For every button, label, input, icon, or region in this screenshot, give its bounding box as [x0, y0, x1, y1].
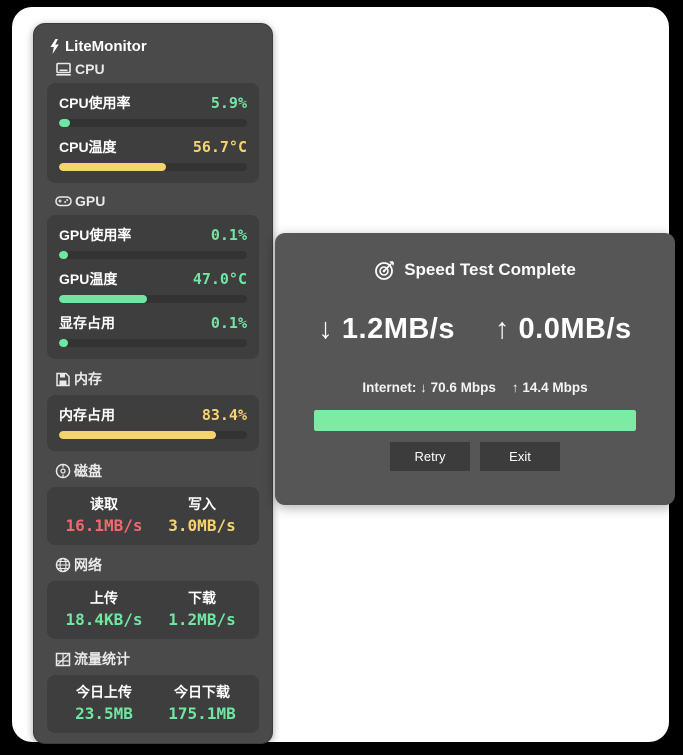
gpu-temp-bar-fill: [59, 295, 148, 303]
disk-card: 读取 16.1MB/s 写入 3.0MB/s: [47, 487, 259, 545]
section-header-gpu: GPU: [55, 193, 259, 209]
dialog-internet-line: Internet: ↓ 70.6 Mbps ↑ 14.4 Mbps: [362, 380, 587, 395]
section-label-memory: 内存: [74, 371, 102, 387]
memory-usage-bar-fill: [59, 431, 216, 439]
panel-title: LiteMonitor: [49, 38, 259, 55]
dialog-download-speed: ↓ 1.2MB/s: [318, 313, 455, 345]
globe-icon: [55, 557, 71, 573]
cpu-usage-value: 5.9%: [210, 94, 247, 112]
section-label-gpu: GPU: [75, 193, 106, 209]
network-upload-stat: 上传 18.4KB/s: [55, 588, 153, 632]
retry-button[interactable]: Retry: [390, 442, 470, 471]
traffic-download-label: 今日下载: [174, 684, 230, 700]
disk-write-value: 3.0MB/s: [168, 516, 236, 535]
section-header-cpu: CPU: [55, 61, 259, 77]
network-download-value: 1.2MB/s: [168, 610, 236, 629]
gamepad-icon: [55, 194, 72, 208]
cpu-temp-gauge: CPU温度 56.7°C: [59, 137, 247, 171]
section-label-traffic: 流量统计: [74, 651, 130, 667]
dialog-internet-down: Internet: ↓ 70.6 Mbps: [362, 380, 496, 395]
network-upload-label: 上传: [90, 590, 118, 606]
chart-grid-icon: [55, 652, 71, 667]
vram-usage-value: 0.1%: [210, 314, 247, 332]
memory-usage-bar-track: [59, 431, 247, 439]
disk-read-stat: 读取 16.1MB/s: [55, 494, 153, 538]
disc-icon: [55, 463, 71, 479]
section-header-memory: 内存: [55, 369, 259, 389]
cpu-usage-bar-track: [59, 119, 247, 127]
section-label-cpu: CPU: [75, 61, 105, 77]
network-download-label: 下载: [188, 590, 216, 606]
memory-card: 内存占用 83.4%: [47, 395, 259, 451]
vram-usage-label: 显存占用: [59, 315, 115, 331]
dialog-title: Speed Test Complete: [374, 259, 576, 281]
memory-usage-value: 83.4%: [201, 406, 247, 424]
gpu-card: GPU使用率 0.1% GPU温度 47.0°C 显存占用: [47, 215, 259, 359]
gpu-usage-bar-fill: [59, 251, 68, 259]
section-label-network: 网络: [74, 557, 102, 573]
exit-button[interactable]: Exit: [480, 442, 560, 471]
dart-target-icon: [374, 259, 396, 281]
traffic-upload-label: 今日上传: [76, 684, 132, 700]
vram-usage-gauge: 显存占用 0.1%: [59, 313, 247, 347]
dialog-progress-track: [314, 410, 636, 431]
network-download-stat: 下载 1.2MB/s: [153, 588, 251, 632]
traffic-upload-value: 23.5MB: [75, 704, 133, 723]
dialog-upload-speed: ↑ 0.0MB/s: [495, 313, 632, 345]
gpu-temp-value: 47.0°C: [192, 270, 247, 288]
disk-read-value: 16.1MB/s: [65, 516, 143, 535]
dialog-internet-up: ↑ 14.4 Mbps: [511, 380, 588, 395]
section-header-network: 网络: [55, 555, 259, 575]
dialog-speeds: ↓ 1.2MB/s ↑ 0.0MB/s: [318, 313, 631, 346]
memory-usage-gauge: 内存占用 83.4%: [59, 405, 247, 439]
section-label-disk: 磁盘: [74, 463, 102, 479]
gpu-temp-gauge: GPU温度 47.0°C: [59, 269, 247, 303]
computer-icon: [55, 62, 72, 77]
gpu-temp-label: GPU温度: [59, 271, 118, 287]
litemonitor-panel: LiteMonitor CPU CPU使用率 5.9% CPU温度: [33, 23, 273, 744]
gpu-temp-bar-track: [59, 295, 247, 303]
floppy-disk-icon: [55, 372, 71, 387]
app-window: LiteMonitor CPU CPU使用率 5.9% CPU温度: [12, 7, 675, 744]
dialog-title-label: Speed Test Complete: [404, 260, 576, 279]
dialog-progress-fill: [314, 410, 636, 431]
network-card: 上传 18.4KB/s 下载 1.2MB/s: [47, 581, 259, 639]
disk-read-label: 读取: [90, 496, 118, 512]
memory-usage-label: 内存占用: [59, 407, 115, 423]
traffic-download-value: 175.1MB: [168, 704, 236, 723]
traffic-card: 今日上传 23.5MB 今日下载 175.1MB: [47, 675, 259, 733]
disk-write-stat: 写入 3.0MB/s: [153, 494, 251, 538]
cpu-usage-gauge: CPU使用率 5.9%: [59, 93, 247, 127]
network-upload-value: 18.4KB/s: [65, 610, 143, 629]
cpu-usage-bar-fill: [59, 119, 71, 127]
panel-title-label: LiteMonitor: [65, 38, 147, 55]
traffic-upload-stat: 今日上传 23.5MB: [55, 682, 153, 726]
gpu-usage-bar-track: [59, 251, 247, 259]
gpu-usage-label: GPU使用率: [59, 227, 132, 243]
cpu-temp-bar-fill: [59, 163, 166, 171]
vram-usage-bar-track: [59, 339, 247, 347]
section-header-traffic: 流量统计: [55, 649, 259, 669]
disk-write-label: 写入: [188, 496, 216, 512]
vram-usage-bar-fill: [59, 339, 68, 347]
lightning-icon: [49, 39, 60, 54]
cpu-card: CPU使用率 5.9% CPU温度 56.7°C: [47, 83, 259, 183]
cpu-temp-value: 56.7°C: [192, 138, 247, 156]
gpu-usage-gauge: GPU使用率 0.1%: [59, 225, 247, 259]
dialog-buttons: Retry Exit: [390, 442, 560, 471]
section-header-disk: 磁盘: [55, 461, 259, 481]
cpu-usage-label: CPU使用率: [59, 95, 131, 111]
cpu-temp-label: CPU温度: [59, 139, 117, 155]
speed-test-dialog: Speed Test Complete ↓ 1.2MB/s ↑ 0.0MB/s …: [275, 233, 675, 505]
traffic-download-stat: 今日下载 175.1MB: [153, 682, 251, 726]
cpu-temp-bar-track: [59, 163, 247, 171]
gpu-usage-value: 0.1%: [210, 226, 247, 244]
